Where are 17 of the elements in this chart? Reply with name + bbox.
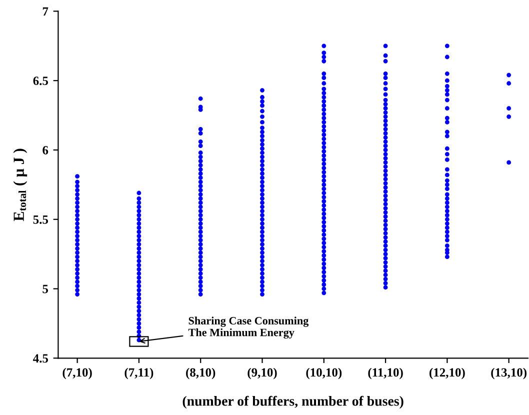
y-tick-label: 4.5: [33, 354, 48, 363]
x-tick-label: (11,10): [368, 368, 403, 380]
x-tick-label: (7,11): [124, 368, 154, 380]
x-tick-label: (13,10): [491, 368, 527, 380]
y-tick-label: 5.5: [33, 216, 48, 224]
x-tick-label: (12,10): [430, 368, 465, 380]
x-tick-label: (7,10): [62, 368, 92, 380]
x-axis-title: (number of buffers, number of buses): [182, 396, 404, 409]
x-tick-label: (8,10): [186, 368, 216, 380]
x-tick-label: (9,10): [248, 368, 277, 380]
y-tick-label: 5: [42, 284, 48, 294]
annotation: Sharing Case Consuming The Minimum Energy: [188, 316, 309, 339]
y-axis-title: E$_{total}$ ( μ J ): [13, 148, 28, 222]
x-tick-label: (10,10): [306, 368, 342, 380]
y-tick-label: 7: [42, 7, 48, 16]
y-tick-label: 6: [42, 146, 48, 154]
y-tick-label: 6.5: [33, 76, 48, 86]
